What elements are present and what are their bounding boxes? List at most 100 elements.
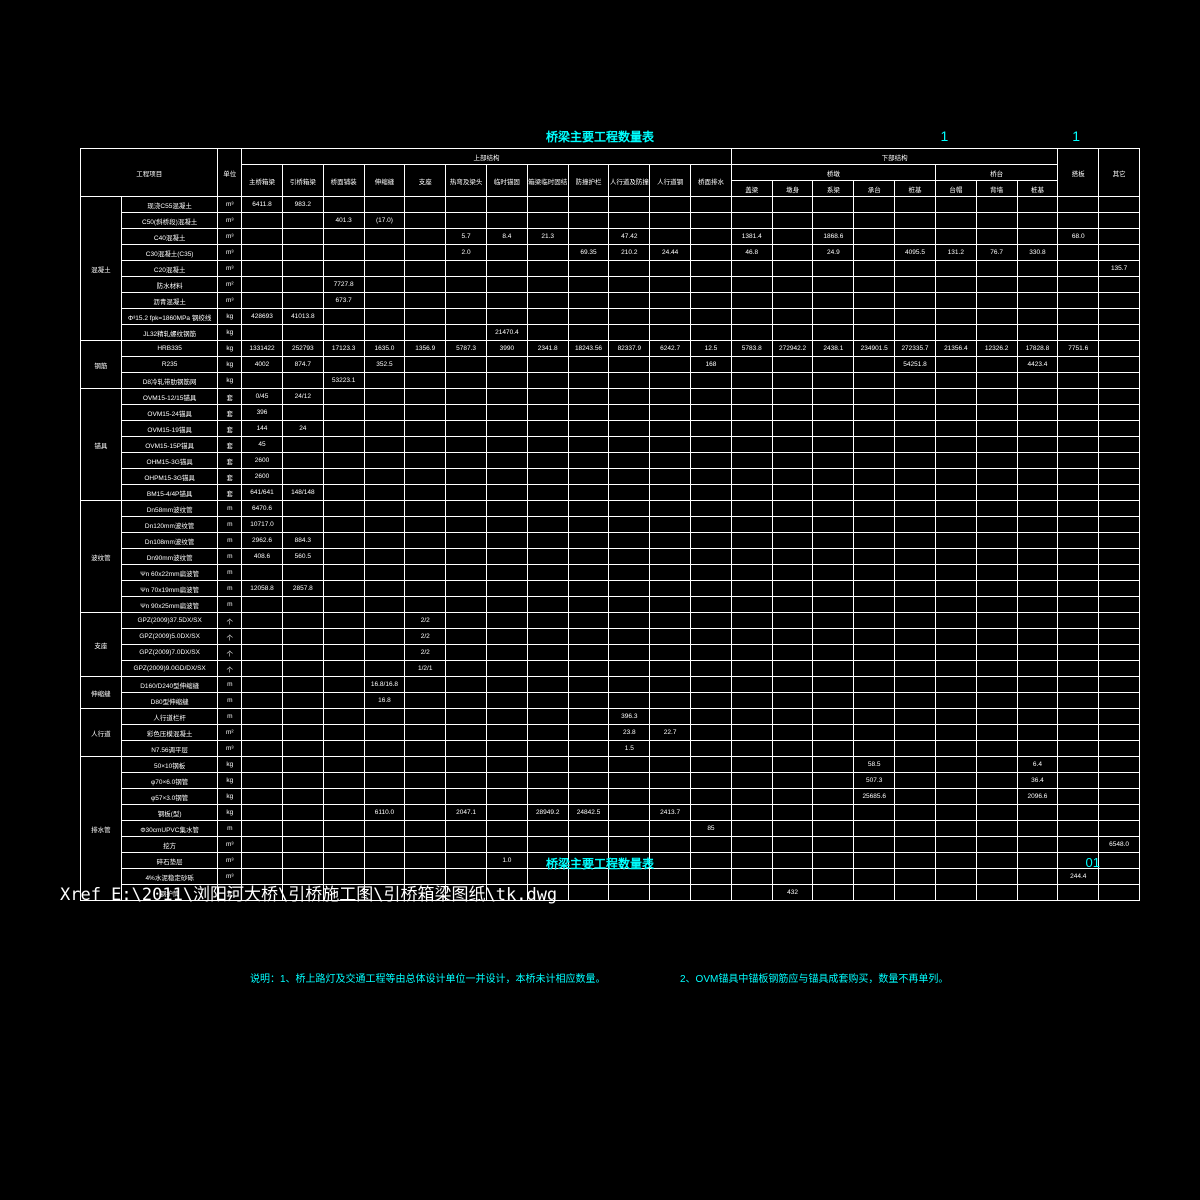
data-cell: [486, 821, 527, 837]
data-cell: 408.6: [242, 549, 283, 565]
data-cell: [1058, 757, 1099, 773]
data-cell: [242, 261, 283, 277]
data-cell: [895, 661, 936, 677]
data-cell: [242, 789, 283, 805]
data-cell: [1017, 629, 1058, 645]
table-row: 排水管50×10钢板kg58.56.4: [81, 757, 1140, 773]
data-cell: 7727.8: [323, 277, 364, 293]
data-cell: [772, 325, 813, 341]
data-cell: 54251.8: [895, 357, 936, 373]
data-cell: [976, 533, 1017, 549]
data-cell: [568, 485, 609, 501]
data-cell: [731, 421, 772, 437]
data-cell: [854, 293, 895, 309]
data-cell: [650, 405, 691, 421]
table-row: D8冷轧带肋钢筋网kg53223.1: [81, 373, 1140, 389]
data-cell: [895, 789, 936, 805]
title-bottom: 桥梁主要工程数量表: [0, 855, 1200, 872]
data-cell: [486, 501, 527, 517]
data-cell: [609, 325, 650, 341]
data-cell: [731, 213, 772, 229]
data-cell: [446, 533, 487, 549]
h-u2: 引桥箱梁: [282, 165, 323, 197]
data-cell: [976, 709, 1017, 725]
data-cell: [1058, 677, 1099, 693]
item-cell: C40混凝土: [121, 229, 218, 245]
data-cell: [731, 533, 772, 549]
data-cell: [242, 821, 283, 837]
data-cell: [282, 805, 323, 821]
data-cell: [976, 437, 1017, 453]
data-cell: [527, 469, 568, 485]
data-cell: [772, 533, 813, 549]
data-cell: [486, 549, 527, 565]
data-cell: [568, 261, 609, 277]
data-cell: [323, 773, 364, 789]
data-cell: [364, 629, 405, 645]
data-cell: [691, 277, 732, 293]
data-cell: [813, 309, 854, 325]
data-cell: [895, 309, 936, 325]
data-cell: [527, 245, 568, 261]
data-cell: [691, 261, 732, 277]
data-cell: 16.8: [364, 693, 405, 709]
data-cell: 673.7: [323, 293, 364, 309]
data-cell: [650, 629, 691, 645]
data-cell: [527, 773, 568, 789]
data-cell: 17828.8: [1017, 341, 1058, 357]
data-cell: [405, 533, 446, 549]
table-row: R235kg4002874.7352.516854251.84423.4: [81, 357, 1140, 373]
data-cell: 6411.8: [242, 197, 283, 213]
data-cell: [935, 501, 976, 517]
data-cell: [731, 549, 772, 565]
data-cell: [813, 437, 854, 453]
table-row: Ψn 70x19mm扁波管m12058.82857.8: [81, 581, 1140, 597]
table-row: φ70×6.0钢管kg507.336.4: [81, 773, 1140, 789]
data-cell: [405, 757, 446, 773]
data-cell: [486, 597, 527, 613]
data-cell: [486, 565, 527, 581]
category-cell: 波纹管: [81, 501, 122, 613]
data-cell: [731, 389, 772, 405]
data-cell: [1099, 677, 1140, 693]
data-cell: [1017, 485, 1058, 501]
data-cell: 6110.0: [364, 805, 405, 821]
data-cell: [568, 309, 609, 325]
page-number-top: 1 1: [941, 128, 1140, 144]
data-cell: 18243.56: [568, 341, 609, 357]
data-cell: [1017, 693, 1058, 709]
data-cell: [446, 709, 487, 725]
data-cell: [854, 325, 895, 341]
data-cell: [854, 597, 895, 613]
h-l3: 系梁: [813, 181, 854, 197]
data-cell: [527, 437, 568, 453]
table-row: GPZ(2009)5.0DX/SX个2/2: [81, 629, 1140, 645]
data-cell: [568, 693, 609, 709]
data-cell: [405, 229, 446, 245]
h-u1: 主桥箱梁: [242, 165, 283, 197]
data-cell: [364, 533, 405, 549]
data-cell: [691, 405, 732, 421]
data-cell: 2857.8: [282, 581, 323, 597]
item-cell: N7.56调平层: [121, 741, 218, 757]
data-cell: [446, 453, 487, 469]
data-cell: [650, 437, 691, 453]
data-cell: [650, 597, 691, 613]
data-cell: [282, 757, 323, 773]
h-abut: 桥台: [935, 165, 1057, 181]
data-cell: [486, 469, 527, 485]
data-cell: [895, 821, 936, 837]
data-cell: [854, 501, 895, 517]
data-cell: [650, 885, 691, 901]
category-cell: 伸缩缝: [81, 677, 122, 709]
data-cell: [650, 261, 691, 277]
data-cell: [772, 773, 813, 789]
data-cell: [691, 789, 732, 805]
data-cell: [1099, 549, 1140, 565]
item-cell: OVM15-24锚具: [121, 405, 218, 421]
data-cell: [731, 661, 772, 677]
data-cell: 17123.3: [323, 341, 364, 357]
data-cell: [609, 629, 650, 645]
data-cell: [1017, 389, 1058, 405]
data-cell: [527, 661, 568, 677]
